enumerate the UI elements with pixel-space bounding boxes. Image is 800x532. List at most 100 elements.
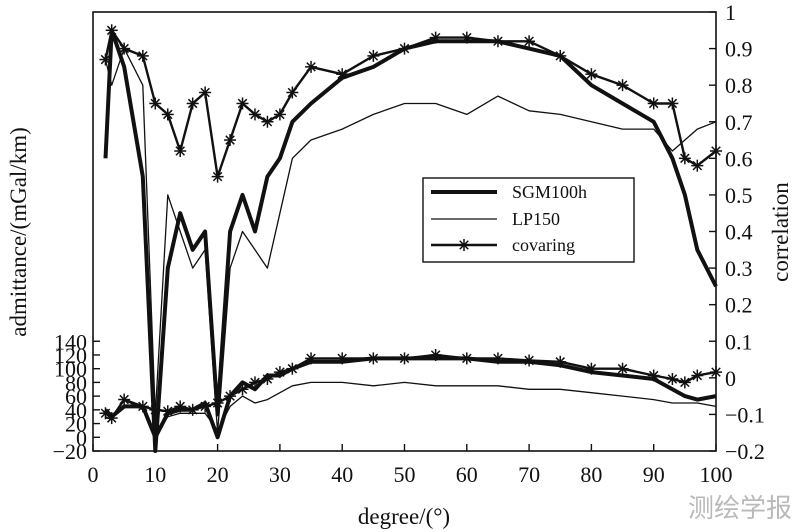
- x-tick-label: 40: [331, 462, 353, 487]
- right-tick-label: 0.5: [725, 183, 753, 208]
- x-tick-label: 60: [456, 462, 478, 487]
- right-tick-label: 0.6: [725, 146, 753, 171]
- series-point-covaring-left: [186, 403, 199, 416]
- x-tick-label: 50: [394, 462, 416, 487]
- x-tick-label: 80: [580, 462, 602, 487]
- series-point-covaring-right: [273, 108, 286, 121]
- series-point-covaring-right: [585, 68, 598, 81]
- left-tick-label: 100: [54, 357, 87, 382]
- series-point-covaring-right: [118, 42, 131, 55]
- series-point-covaring-right: [666, 97, 679, 110]
- x-tick-label: 20: [207, 462, 229, 487]
- series-point-covaring-right: [678, 152, 691, 165]
- series-point-covaring-left: [616, 362, 629, 375]
- series-point-covaring-left: [429, 348, 442, 361]
- right-tick-label: 0.3: [725, 256, 753, 281]
- series-point-covaring-right: [554, 49, 567, 62]
- series-point-covaring-right: [305, 60, 318, 73]
- left-tick-label: 60: [65, 384, 87, 409]
- series-point-covaring-right: [647, 97, 660, 110]
- series-point-covaring-left: [236, 383, 249, 396]
- right-tick-label: −0.2: [725, 439, 765, 464]
- series-point-covaring-right: [199, 86, 212, 99]
- series-point-covaring-left: [336, 352, 349, 365]
- right-tick-label: 0.4: [725, 220, 753, 245]
- x-axis: 0 10 20 30 40 50 60 70 80 90 100: [88, 444, 733, 487]
- left-tick-label: 140: [54, 329, 87, 354]
- right-tick-label: 0.2: [725, 293, 753, 318]
- series-point-covaring-left: [460, 352, 473, 365]
- series-point-covaring-left: [248, 376, 261, 389]
- series-point-covaring-left: [118, 393, 131, 406]
- series-point-covaring-left: [678, 376, 691, 389]
- legend-label-lp150: LP150: [512, 209, 560, 229]
- series-point-covaring-left: [666, 372, 679, 385]
- x-tick-label: 70: [518, 462, 540, 487]
- right-tick-label: −0.1: [725, 402, 765, 427]
- x-tick-label: 90: [643, 462, 665, 487]
- series-point-covaring-right: [186, 97, 199, 110]
- right-y-axis: −0.2 −0.1 0 0.1 0.2 0.3 0.4 0.5 0.6 0.7 0.8 0.9 1: [709, 0, 765, 464]
- series-point-covaring-right: [211, 170, 224, 183]
- x-axis-title: degree/(°): [358, 504, 450, 529]
- series-point-covaring-left: [523, 354, 536, 367]
- series-point-covaring-right: [105, 24, 118, 37]
- series-point-covaring-left: [647, 369, 660, 382]
- series-point-covaring-right: [523, 35, 536, 48]
- legend-label-covaring: covaring: [512, 235, 575, 255]
- series-point-covaring-left: [585, 362, 598, 375]
- series-point-covaring-right: [261, 115, 274, 128]
- right-tick-label: 0.9: [725, 37, 753, 62]
- right-tick-label: 0: [725, 366, 736, 391]
- series-point-covaring-right: [236, 97, 249, 110]
- series-line-covaring-left: [104, 353, 717, 420]
- series-point-covaring-right: [99, 53, 112, 66]
- series-point-covaring-right: [616, 79, 629, 92]
- series-point-covaring-left: [149, 403, 162, 416]
- series-point-covaring-left: [224, 390, 237, 403]
- x-tick-label: 100: [700, 462, 733, 487]
- legend-star-glyph: [458, 239, 470, 251]
- left-tick-label: 20: [65, 412, 87, 437]
- series-point-covaring-right: [429, 31, 442, 44]
- series-layer: [99, 24, 722, 453]
- series-point-covaring-left: [273, 366, 286, 379]
- right-tick-label: 0.8: [725, 73, 753, 98]
- series-point-covaring-left: [286, 362, 299, 375]
- left-tick-label: 40: [65, 398, 87, 423]
- legend: SGM100h LP150 covaring: [422, 177, 635, 263]
- series-point-covaring-left: [199, 400, 212, 413]
- series-point-covaring-right: [398, 42, 411, 55]
- legend-star-marker: [458, 239, 470, 251]
- series-point-covaring-right: [460, 31, 473, 44]
- series-point-covaring-left: [211, 396, 224, 409]
- right-tick-label: 1: [725, 0, 736, 25]
- series-point-covaring-left: [691, 369, 704, 382]
- series-point-covaring-left: [491, 352, 504, 365]
- series-point-covaring-right: [174, 145, 187, 158]
- x-tick-label: 30: [269, 462, 291, 487]
- left-tick-label: 80: [65, 370, 87, 395]
- x-tick-label: 0: [88, 462, 99, 487]
- left-tick-label: 120: [54, 343, 87, 368]
- series-point-covaring-right: [248, 108, 261, 121]
- right-tick-label: 0.7: [725, 110, 753, 135]
- series-line-lp150-right: [104, 47, 717, 434]
- series-point-covaring-right: [224, 134, 237, 147]
- series-point-covaring-right: [136, 49, 149, 62]
- series-point-covaring-right: [691, 159, 704, 172]
- series-point-covaring-left: [174, 400, 187, 413]
- series-point-covaring-left: [710, 366, 722, 379]
- series-point-covaring-left: [105, 412, 118, 425]
- series-point-covaring-right: [710, 145, 722, 158]
- series-point-covaring-right: [336, 68, 349, 81]
- series-line-lp150-left: [105, 381, 717, 435]
- series-point-covaring-left: [367, 352, 380, 365]
- series-point-covaring-right: [149, 97, 162, 110]
- series-point-covaring-right: [286, 86, 299, 99]
- series-line-covaring-right: [104, 29, 717, 178]
- right-tick-label: 0.1: [725, 329, 753, 354]
- watermark: 测绘学报: [688, 494, 792, 524]
